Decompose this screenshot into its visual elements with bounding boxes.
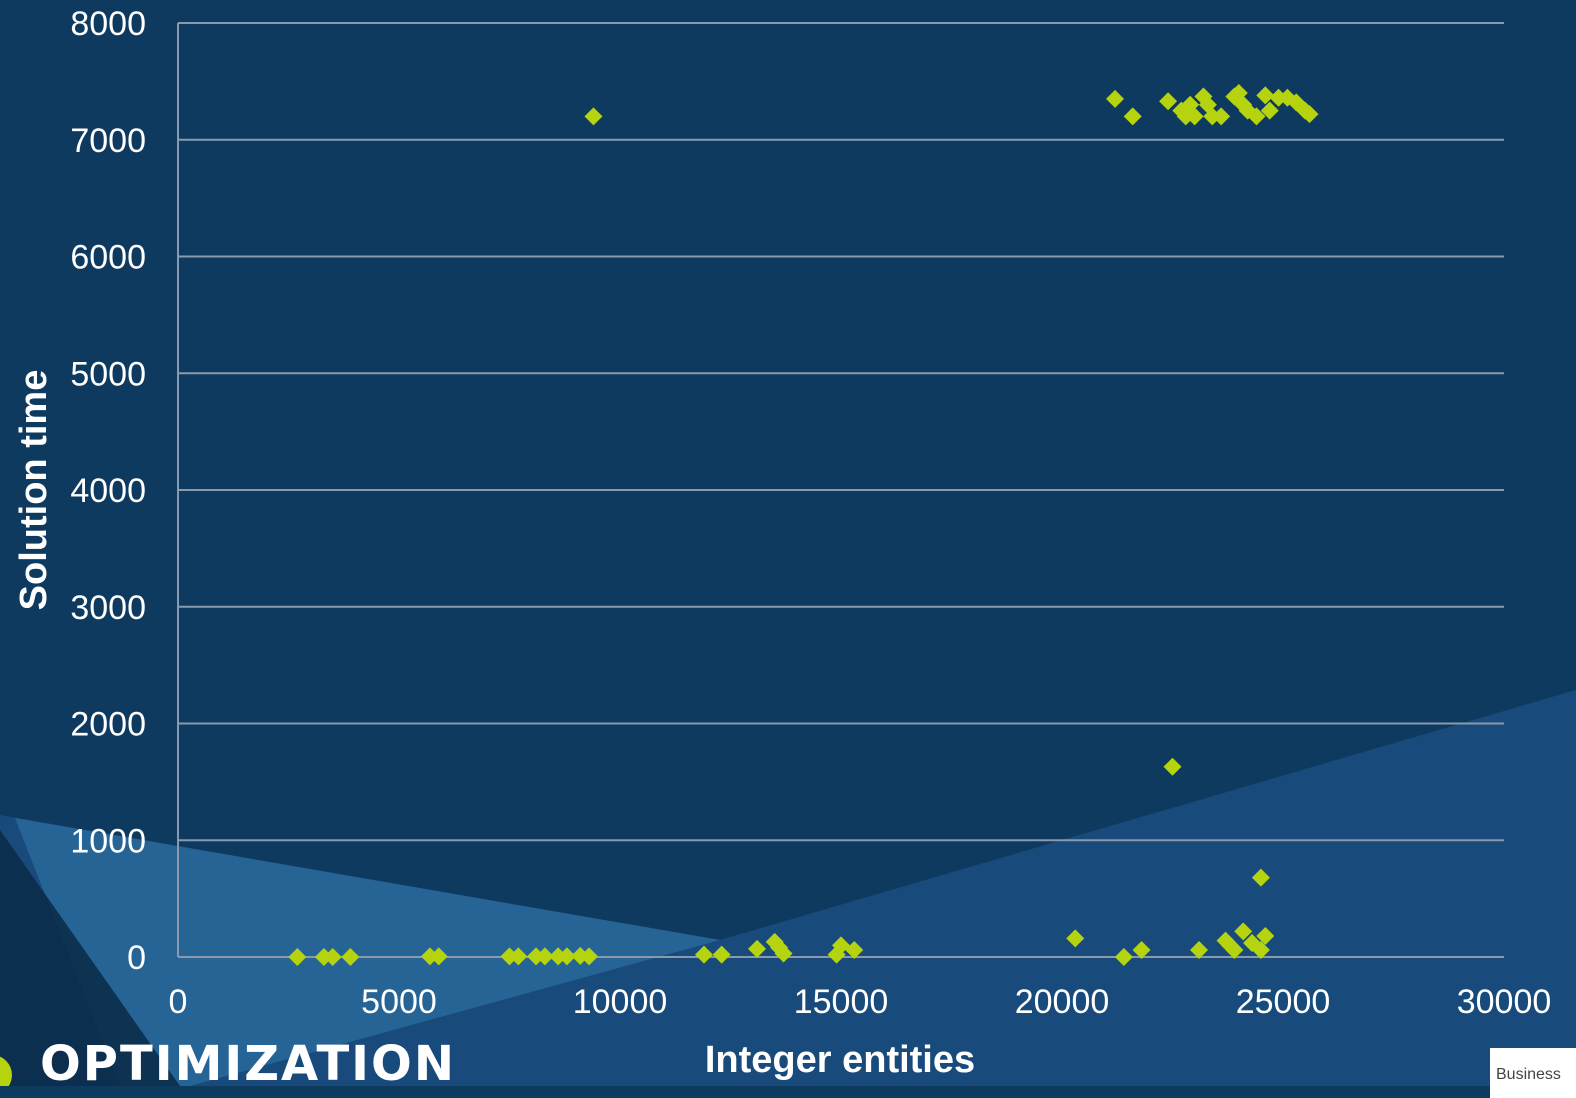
scatter-point xyxy=(1185,107,1204,126)
logo-circle-icon xyxy=(0,1056,12,1086)
scatter-point xyxy=(288,948,307,966)
y-axis-title: Solution time xyxy=(13,370,55,611)
scatter-point xyxy=(580,947,599,966)
scatter-point xyxy=(712,945,731,964)
scatter-point xyxy=(1225,940,1244,959)
background-dark-band xyxy=(0,830,180,1086)
x-tick-label: 20000 xyxy=(1015,983,1110,1021)
scatter-point xyxy=(1106,89,1125,108)
scatter-point xyxy=(1247,107,1266,126)
scatter-point xyxy=(1251,868,1270,887)
scatter-point xyxy=(1190,940,1209,959)
x-tick-label: 0 xyxy=(169,983,188,1021)
scatter-point xyxy=(535,947,554,966)
y-tick-labels: 0 1000 2000 3000 4000 5000 6000 7000 8000 xyxy=(70,5,146,977)
scatter-point xyxy=(1114,948,1133,966)
scatter-point xyxy=(748,939,767,958)
scatter-point xyxy=(584,107,603,126)
y-tick-label: 8000 xyxy=(70,5,146,43)
y-tick-label: 0 xyxy=(127,939,146,977)
scatter-point xyxy=(1212,107,1231,126)
scatter-point xyxy=(429,947,448,966)
x-tick-label: 5000 xyxy=(361,983,437,1021)
y-tick-label: 6000 xyxy=(70,239,146,277)
scatter-point xyxy=(694,945,713,964)
scatter-point xyxy=(845,940,864,959)
scatter-point xyxy=(1260,101,1279,120)
brand-title: OPTIMIZATION xyxy=(40,1036,457,1092)
scatter-point xyxy=(557,947,576,966)
y-tick-label: 5000 xyxy=(70,355,146,393)
data-points xyxy=(288,84,1319,966)
scatter-point xyxy=(1123,107,1142,126)
scatter-point xyxy=(1163,757,1182,776)
scatter-point xyxy=(1300,105,1319,124)
x-tick-label: 30000 xyxy=(1457,983,1552,1021)
scatter-point xyxy=(1251,940,1270,959)
x-tick-label: 10000 xyxy=(573,983,668,1021)
grid-lines xyxy=(178,22,1504,842)
scatter-point xyxy=(341,948,360,966)
scatter-point xyxy=(1234,922,1253,941)
y-tick-label: 2000 xyxy=(70,706,146,744)
x-axis-title: Integer entities xyxy=(705,1039,975,1081)
scatter-point xyxy=(1132,940,1151,959)
background-bright-wedge xyxy=(15,818,720,1086)
scatter-point xyxy=(774,944,793,963)
x-tick-labels: 0 5000 10000 15000 20000 25000 30000 xyxy=(169,983,1552,1021)
scatter-point xyxy=(1066,929,1085,948)
y-tick-label: 7000 xyxy=(70,122,146,160)
scatter-point xyxy=(509,947,528,966)
scatter-point xyxy=(1159,92,1178,111)
y-tick-label: 1000 xyxy=(70,822,146,860)
scatter-point xyxy=(323,948,342,966)
scatter-point xyxy=(1256,926,1275,945)
x-tick-label: 15000 xyxy=(794,983,889,1021)
scatter-point xyxy=(1256,86,1275,105)
y-tick-label: 4000 xyxy=(70,472,146,510)
partner-badge: Business xyxy=(1490,1048,1576,1098)
x-tick-label: 25000 xyxy=(1236,983,1331,1021)
y-tick-label: 3000 xyxy=(70,589,146,627)
